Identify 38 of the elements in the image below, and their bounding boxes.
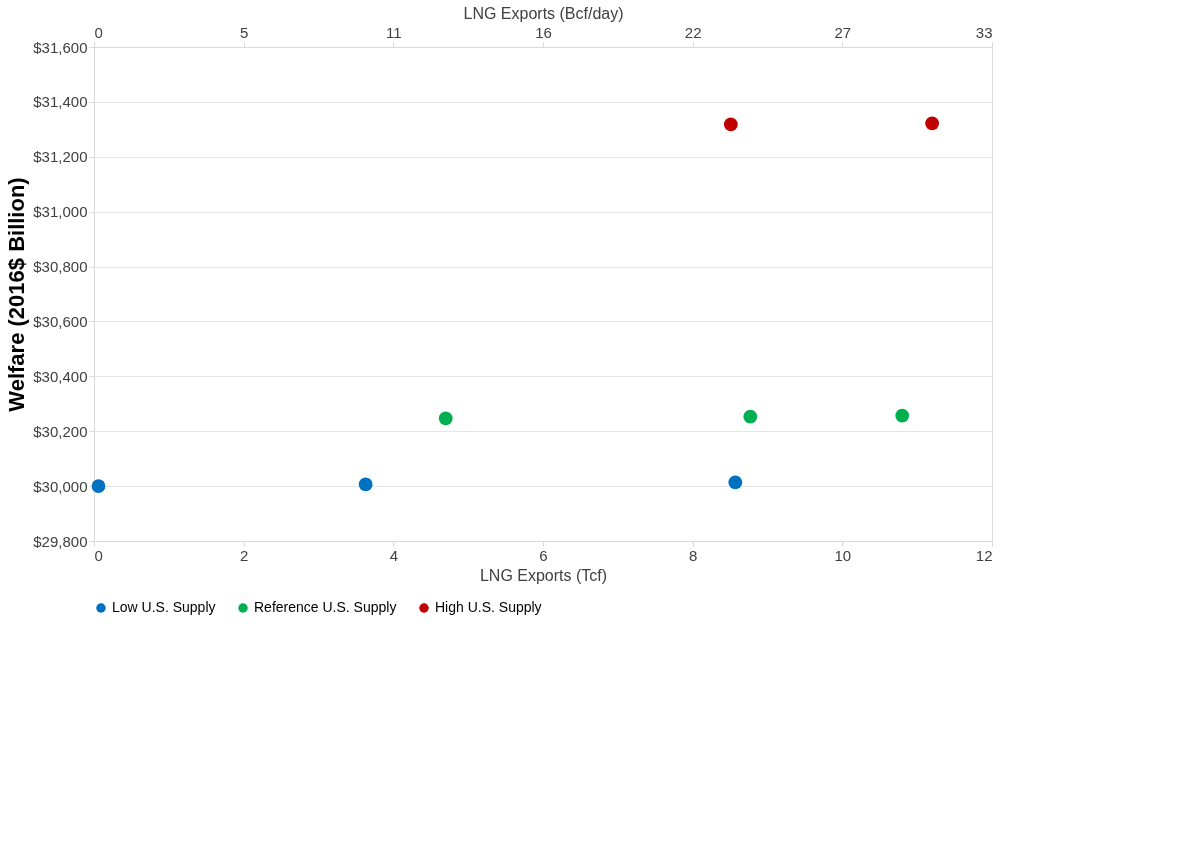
y-tick-label: $31,400 [33, 93, 88, 111]
legend-label: High U.S. Supply [435, 599, 542, 615]
point [438, 411, 453, 426]
x2-tick-label: 5 [239, 23, 249, 41]
point [895, 408, 910, 423]
x2-tick-label: 27 [834, 23, 852, 41]
y-tick-label: $30,000 [33, 477, 88, 495]
point [728, 475, 743, 490]
y-tick-label: $31,200 [33, 148, 88, 166]
y-tick-label: $30,800 [33, 258, 88, 276]
x2-tick-label: 22 [684, 23, 702, 41]
x2-tick-label: 33 [975, 23, 993, 41]
y-tick-label: $31,000 [33, 203, 88, 221]
y-tick-label: $30,200 [33, 422, 88, 440]
x2-tick-label: 11 [386, 23, 402, 41]
x-tick-label: 0 [94, 546, 103, 564]
x2-axis-title: LNG Exports (Bcf/day) [463, 4, 624, 22]
point [91, 479, 106, 493]
point [925, 116, 940, 131]
x-tick-label: 6 [539, 546, 548, 564]
point [358, 477, 373, 492]
x2-tick-label: 0 [94, 23, 103, 41]
x-tick-label: 10 [834, 546, 852, 564]
y-axis-title: Welfare (2016$ Billion) [4, 177, 30, 412]
legend-label: Low U.S. Supply [112, 599, 216, 615]
y-tick-label: $29,800 [33, 532, 88, 550]
x-tick-label: 4 [389, 546, 399, 564]
x-tick-label: 2 [239, 546, 249, 564]
y-tick-label: $31,600 [33, 38, 88, 56]
x-tick-label: 12 [975, 546, 993, 564]
point [723, 117, 738, 132]
x-axis-title: LNG Exports (Tcf) [479, 566, 608, 584]
y-tick-label: $30,400 [33, 367, 88, 385]
y-tick-label: $30,600 [33, 312, 88, 330]
x2-tick-label: 16 [535, 23, 552, 41]
point [743, 409, 758, 424]
legend-label: Reference U.S. Supply [254, 599, 397, 615]
x-tick-label: 8 [688, 546, 698, 564]
